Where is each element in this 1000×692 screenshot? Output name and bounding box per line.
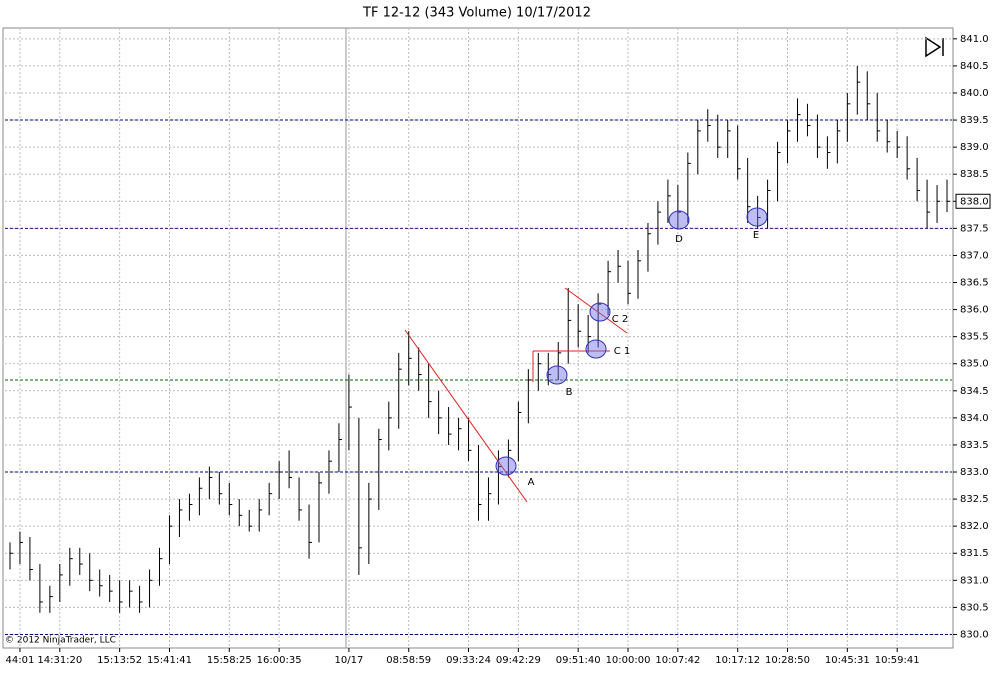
x-tick-label: 10:07:42 [655,655,700,666]
y-tick-label: 830.0 [960,629,989,640]
x-tick-label: 14:31:20 [37,655,82,666]
marker-circle [585,339,607,359]
plot-frame [2,27,954,649]
marker-circle [546,365,568,385]
annotation-label: C 1 [614,346,631,357]
last-price-label: 838.0 [960,196,989,207]
x-tick-label: 10:45:31 [825,655,870,666]
trend-line [404,329,528,503]
marker-circle [495,456,517,476]
annotation-label: C 2 [612,314,629,325]
x-tick-label: 15:41:41 [147,655,192,666]
annotation-label: D [675,234,683,245]
y-tick-label: 836.0 [960,305,989,316]
y-tick-label: 831.5 [960,548,989,559]
marker-circle [746,207,768,227]
x-tick-label: 10/17 [334,655,363,666]
play-icon [925,36,944,58]
x-tick-label: 09:42:29 [496,655,541,666]
x-tick-label: 10:28:50 [765,655,810,666]
annotation-label: A [528,477,535,488]
x-tick-label: 10:00:00 [606,655,651,666]
y-tick-label: 830.5 [960,602,989,613]
y-tick-label: 840.0 [960,88,989,99]
y-tick-label: 833.0 [960,467,989,478]
y-tick-label: 833.5 [960,440,989,451]
x-tick-label: 09:33:24 [446,655,491,666]
chart-title: TF 12-12 (343 Volume) 10/17/2012 [362,6,591,21]
y-tick-label: 834.5 [960,386,989,397]
x-tick-label: 16:00:35 [257,655,302,666]
copyright: © 2012 NinjaTrader, LLC [5,636,116,646]
trend-line [564,287,628,334]
y-tick-label: 835.0 [960,359,989,370]
y-tick-label: 840.5 [960,61,989,72]
y-tick-label: 831.0 [960,575,989,586]
marker-circle [589,302,611,322]
y-tick-label: 836.5 [960,277,989,288]
x-tick-label: 15:13:52 [97,655,142,666]
y-tick-label: 832.5 [960,494,989,505]
x-tick-label: 09:51:40 [556,655,601,666]
y-tick-label: 839.5 [960,115,989,126]
x-tick-label: 44:01 [6,655,35,666]
x-tick-label: 10:17:12 [715,655,760,666]
y-tick-label: 838.5 [960,169,989,180]
y-tick-label: 832.0 [960,521,989,532]
x-tick-label: 08:58:59 [386,655,431,666]
annotation-label: B [566,387,573,398]
y-tick-label: 837.0 [960,250,989,261]
y-tick-label: 841.0 [960,34,989,45]
y-tick-label: 837.5 [960,223,989,234]
y-tick-label: 839.0 [960,142,989,153]
marker-circle [668,210,690,230]
annotation-label: E [753,230,759,241]
last-price-box [955,193,991,209]
x-tick-label: 15:58:25 [207,655,252,666]
y-tick-label: 835.5 [960,332,989,343]
y-tick-label: 834.0 [960,413,989,424]
x-tick-label: 10:59:41 [875,655,920,666]
